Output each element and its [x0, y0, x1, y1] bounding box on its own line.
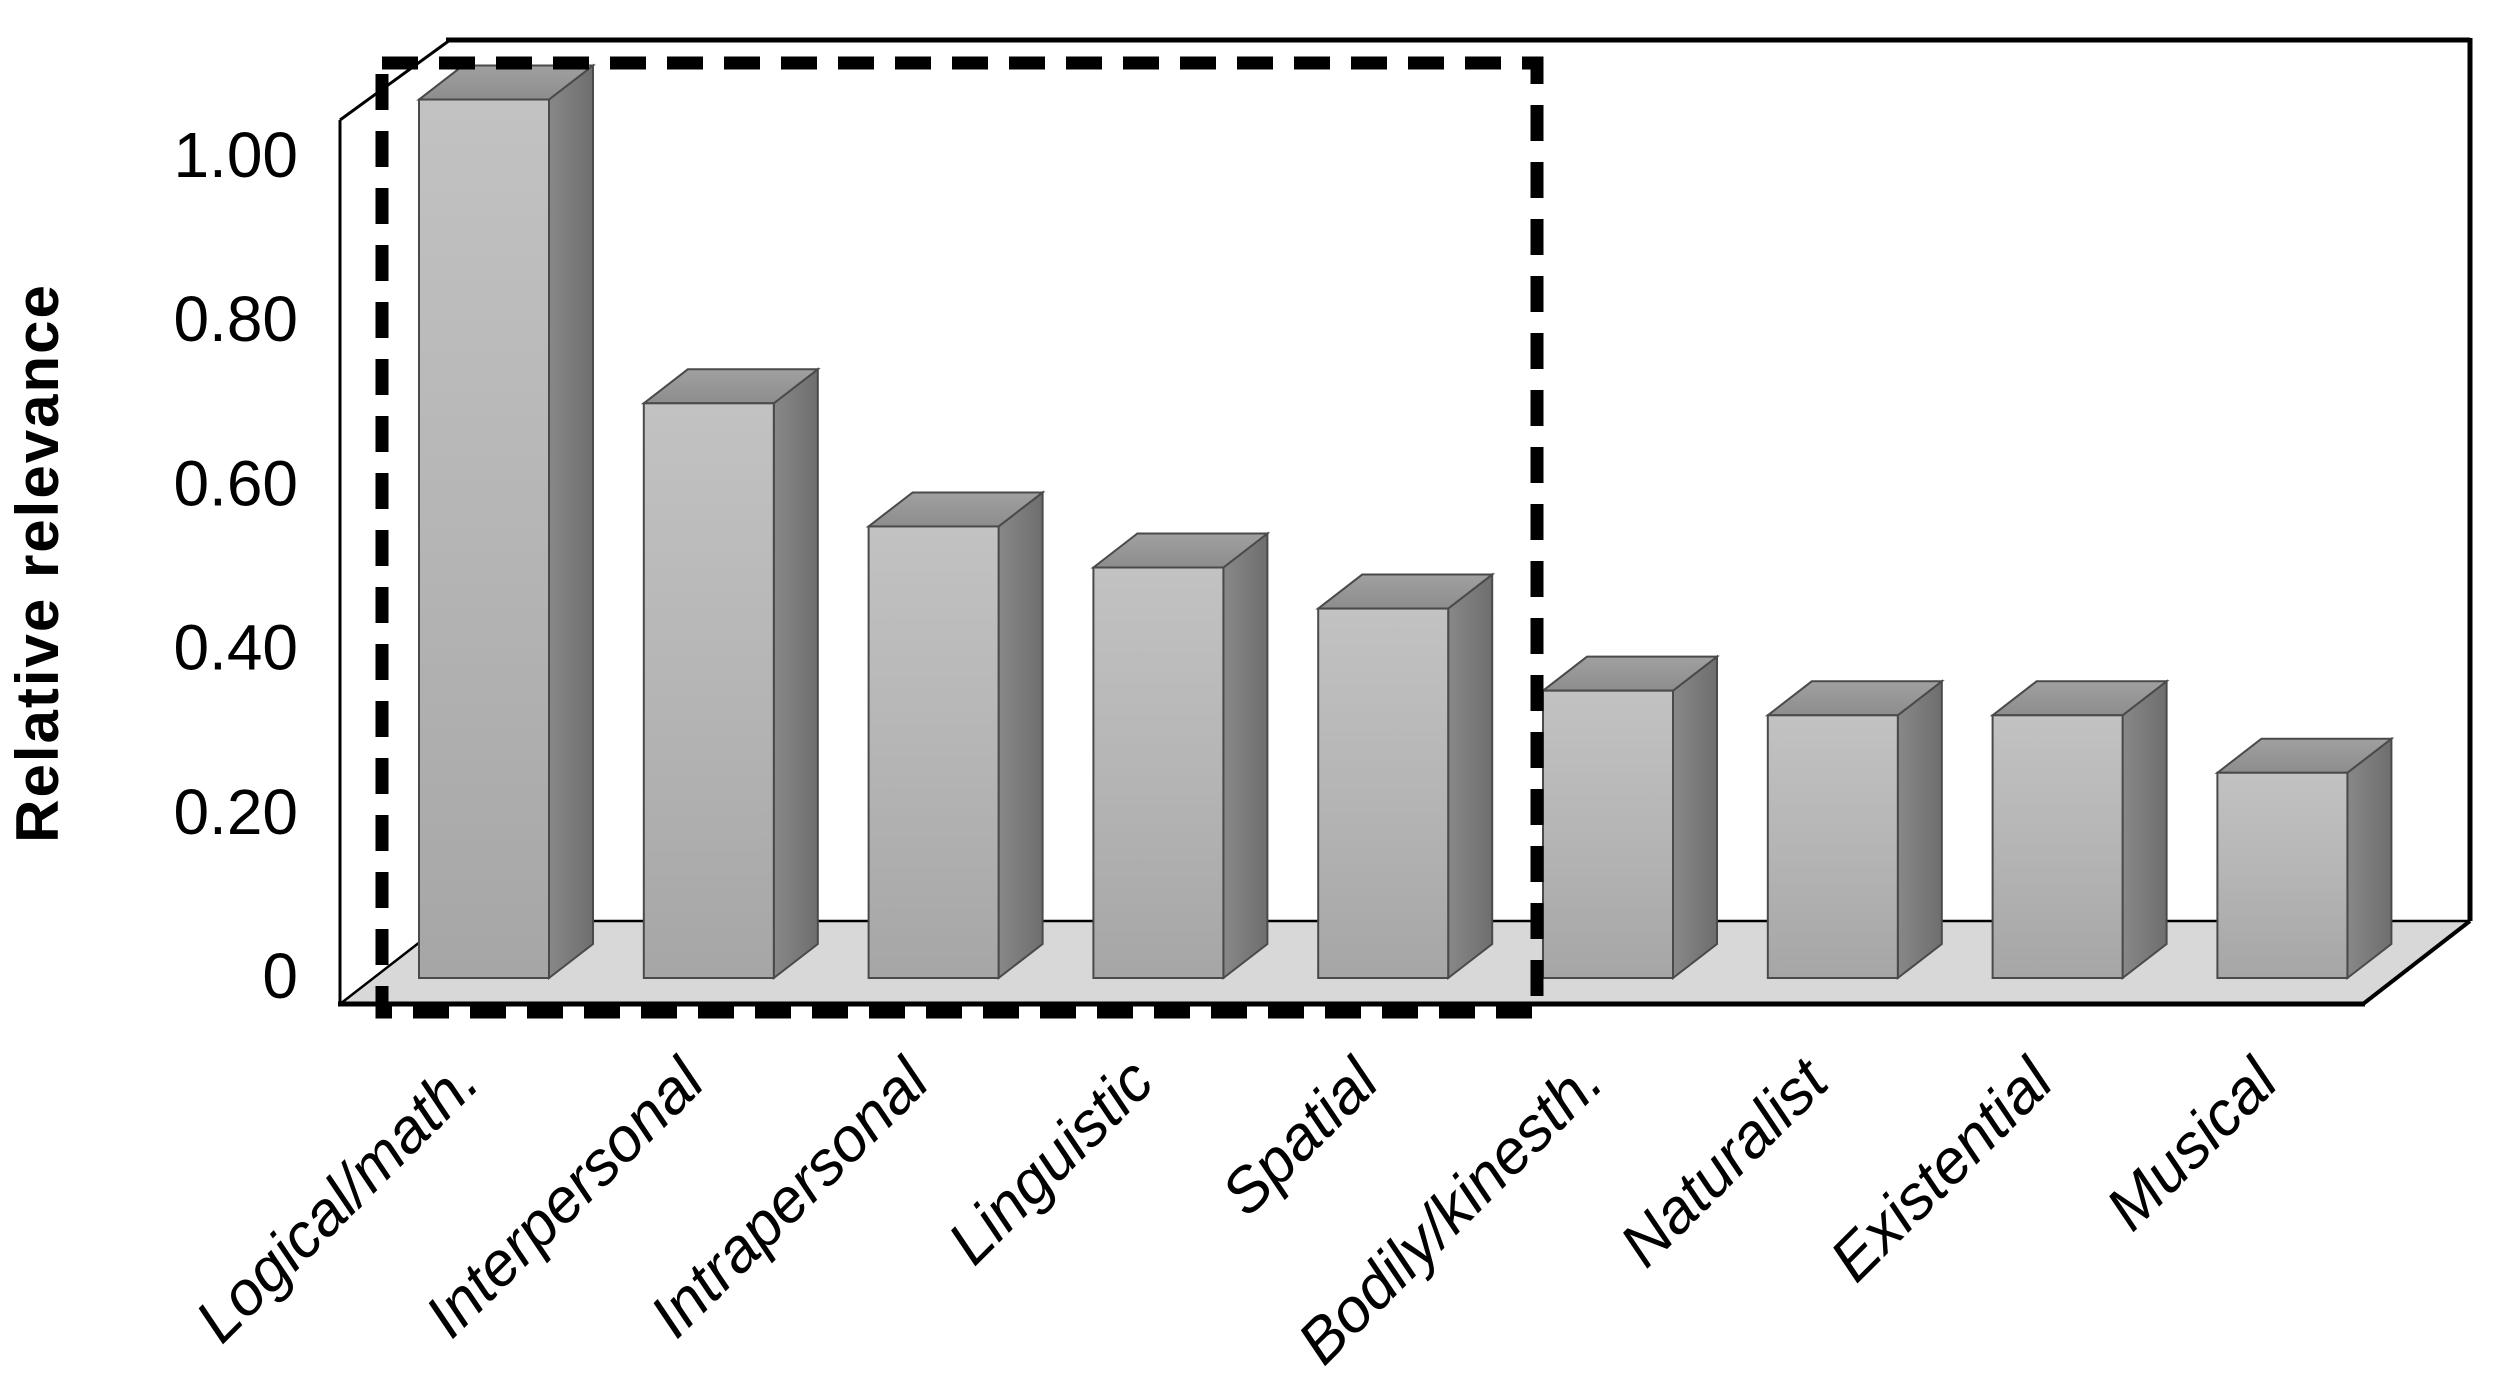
bar — [1090, 531, 1271, 981]
bar — [1989, 679, 2170, 981]
bar-side-face — [772, 367, 819, 981]
floor-right-edge — [2361, 919, 2472, 1006]
dashed-highlight-box — [375, 56, 1544, 1019]
y-tick-label: 1.00 — [173, 119, 298, 191]
bars-group — [416, 63, 2395, 981]
bar — [416, 63, 596, 981]
bar-side-face — [548, 63, 594, 981]
x-tick-label: Existential — [1817, 1045, 2067, 1295]
bar — [640, 367, 821, 981]
bar-front-face — [1092, 566, 1225, 979]
left-wall-top-edge — [339, 38, 451, 122]
bar-side-face — [2346, 736, 2393, 981]
bar-front-face — [1991, 714, 2124, 980]
bar-side-face — [1447, 572, 1494, 981]
bar — [2214, 736, 2395, 981]
bar-front-face — [642, 402, 775, 979]
y-tick-label: 0.80 — [173, 283, 298, 355]
bar-front-face — [1542, 689, 1674, 980]
x-tick-label: Musical — [2093, 1045, 2292, 1244]
bar-front-face — [1317, 607, 1450, 979]
x-tick-label: Linguistic — [935, 1046, 1167, 1278]
bar-front-face — [2216, 771, 2349, 979]
bar — [865, 490, 1046, 981]
bar-side-face — [1896, 679, 1943, 981]
y-tick-label: 0 — [262, 940, 298, 1012]
y-tick-label: 0.60 — [173, 447, 298, 519]
bar-front-face — [418, 98, 550, 979]
bar-side-face — [1672, 654, 1718, 981]
bar-side-face — [1222, 531, 1269, 981]
y-tick-label: 0.40 — [173, 612, 298, 684]
bar-side-face — [2121, 679, 2168, 981]
y-axis-title: Relative relevance — [4, 283, 71, 843]
bar — [1315, 572, 1496, 981]
bar-front-face — [1766, 714, 1899, 980]
x-tick-label: Spatial — [1209, 1045, 1393, 1229]
x-tick-label: Naturalist — [1607, 1044, 1843, 1280]
y-tick-label: 0.20 — [173, 776, 298, 848]
bar — [1764, 679, 1945, 981]
highlight-group — [375, 56, 1544, 1019]
bar — [1540, 654, 1720, 981]
bar-side-face — [997, 490, 1044, 981]
bar-front-face — [867, 525, 1000, 979]
